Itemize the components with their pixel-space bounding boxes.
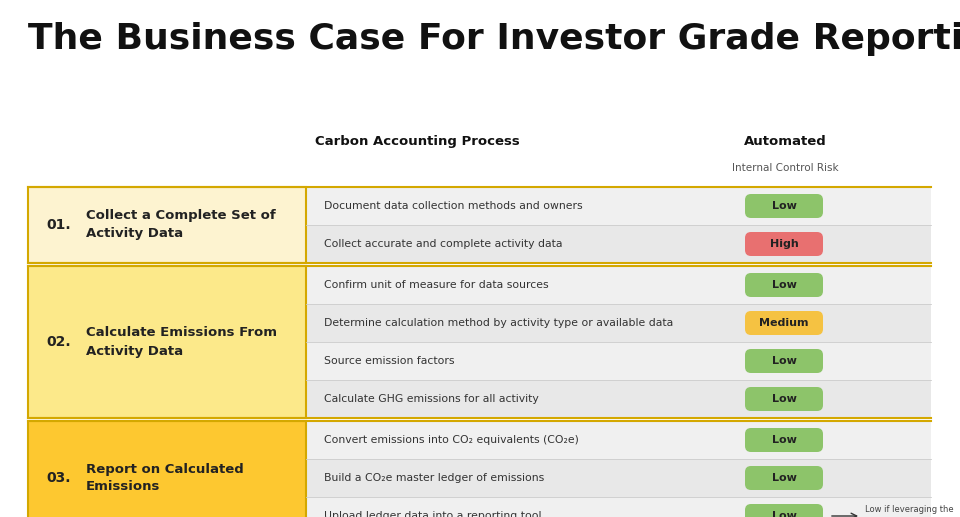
Text: Collect a Complete Set of
Activity Data: Collect a Complete Set of Activity Data	[86, 209, 276, 240]
Text: Low: Low	[772, 356, 797, 366]
Text: Calculate Emissions From
Activity Data: Calculate Emissions From Activity Data	[86, 327, 277, 357]
Bar	[306, 187, 931, 225]
Text: Low: Low	[772, 511, 797, 517]
Text: High: High	[770, 239, 799, 249]
Text: Calculate GHG emissions for all activity: Calculate GHG emissions for all activity	[324, 394, 539, 404]
Bar	[306, 380, 931, 418]
Text: Low: Low	[772, 435, 797, 445]
Bar	[306, 225, 931, 263]
Text: Low: Low	[772, 280, 797, 290]
FancyBboxPatch shape	[745, 349, 823, 373]
Text: Build a CO₂e master ledger of emissions: Build a CO₂e master ledger of emissions	[324, 473, 544, 483]
Text: Convert emissions into CO₂ equivalents (CO₂e): Convert emissions into CO₂ equivalents (…	[324, 435, 579, 445]
Text: Document data collection methods and owners: Document data collection methods and own…	[324, 201, 583, 211]
Text: Confirm unit of measure for data sources: Confirm unit of measure for data sources	[324, 280, 548, 290]
Text: 01.: 01.	[46, 218, 71, 232]
FancyBboxPatch shape	[745, 232, 823, 256]
FancyBboxPatch shape	[745, 194, 823, 218]
Text: The Business Case For Investor Grade Reporting: The Business Case For Investor Grade Rep…	[28, 22, 960, 56]
Text: Determine calculation method by activity type or available data: Determine calculation method by activity…	[324, 318, 673, 328]
Bar	[28, 187, 306, 263]
FancyBboxPatch shape	[745, 273, 823, 297]
Text: 02.: 02.	[46, 335, 71, 349]
Text: Internal Control Risk: Internal Control Risk	[732, 163, 838, 173]
Text: Source emission factors: Source emission factors	[324, 356, 454, 366]
Text: Collect accurate and complete activity data: Collect accurate and complete activity d…	[324, 239, 563, 249]
Bar	[306, 304, 931, 342]
Text: Low: Low	[772, 473, 797, 483]
Text: Carbon Accounting Process: Carbon Accounting Process	[315, 135, 519, 148]
Bar	[306, 266, 931, 304]
Text: Low: Low	[772, 394, 797, 404]
Bar	[306, 497, 931, 517]
FancyBboxPatch shape	[745, 311, 823, 335]
FancyBboxPatch shape	[745, 428, 823, 452]
Text: Automated: Automated	[744, 135, 827, 148]
Text: Upload ledger data into a reporting tool: Upload ledger data into a reporting tool	[324, 511, 541, 517]
FancyBboxPatch shape	[745, 466, 823, 490]
Bar	[28, 421, 306, 517]
Text: 03.: 03.	[46, 471, 70, 485]
FancyBboxPatch shape	[745, 387, 823, 411]
Bar	[28, 266, 306, 418]
FancyBboxPatch shape	[745, 504, 823, 517]
Text: Low if leveraging the: Low if leveraging the	[865, 505, 953, 513]
Text: Low: Low	[772, 201, 797, 211]
Text: Report on Calculated
Emissions: Report on Calculated Emissions	[86, 463, 244, 494]
Bar	[306, 342, 931, 380]
Bar	[306, 459, 931, 497]
Text: Medium: Medium	[759, 318, 808, 328]
Bar	[306, 421, 931, 459]
